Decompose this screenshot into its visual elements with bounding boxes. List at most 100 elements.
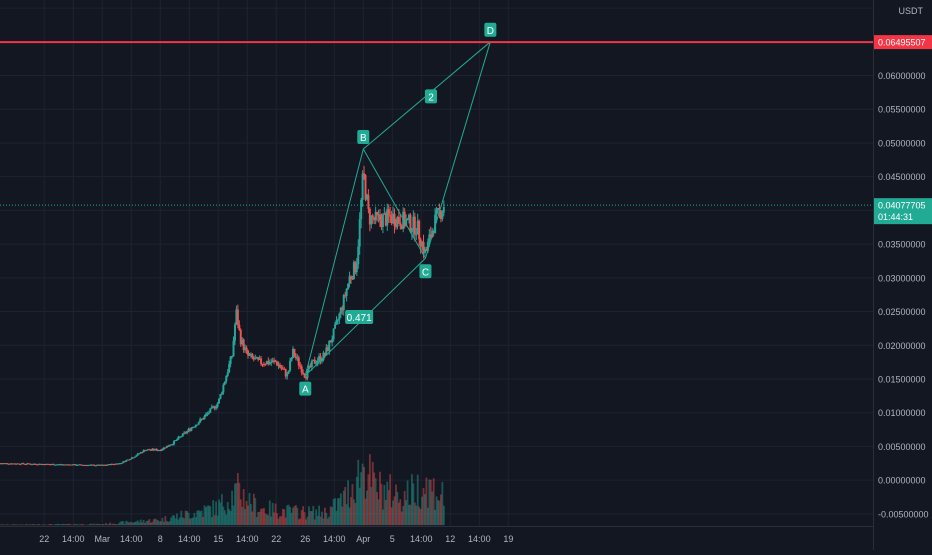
- price-axis[interactable]: USDT -0.00500000 0.00000000 0.00500000 0.010…: [873, 0, 932, 550]
- candle-body-275: [398, 217, 400, 222]
- candle-body-203: [293, 349, 295, 357]
- candle-body-199: [288, 371, 290, 374]
- current-price-label: 0.04077705: [878, 201, 926, 211]
- pattern-ratio-0-text: 0.471: [347, 313, 372, 324]
- countdown-label: 01:44:31: [878, 212, 913, 222]
- candle-body-134: [193, 427, 195, 428]
- candle-body-162: [234, 325, 236, 341]
- candle-body-246: [356, 264, 358, 272]
- price-candles: [0, 166, 445, 467]
- candle-body-96: [138, 453, 140, 454]
- candle-body-305: [441, 213, 443, 219]
- candle-body-154: [222, 385, 224, 393]
- time-tick-label-0: 22: [39, 534, 49, 544]
- time-tick-label-3: 14:00: [120, 534, 143, 544]
- time-tick-label-7: 14:00: [236, 534, 259, 544]
- candle-body-174: [251, 354, 253, 358]
- pattern-point-d-text: D: [487, 26, 494, 37]
- candle-body-262: [379, 214, 381, 220]
- candle-body-240: [347, 283, 349, 288]
- candle-body-237: [343, 295, 345, 310]
- price-tick-label-7: 0.03000000: [878, 273, 926, 283]
- pattern-point-a[interactable]: A: [299, 382, 311, 396]
- time-tick-label-11: Apr: [356, 534, 370, 544]
- currency-label: USDT: [899, 6, 924, 16]
- candle-body-149: [215, 407, 217, 409]
- time-tick-label-1: 14:00: [62, 534, 85, 544]
- candle-body-183: [264, 364, 266, 365]
- candle-body-283: [409, 215, 411, 232]
- pattern-point-b-text: B: [360, 133, 367, 144]
- candle-body-269: [389, 215, 391, 217]
- candle-body-301: [436, 210, 438, 215]
- candle-body-98: [141, 452, 143, 453]
- pattern-ratio-1-text: 2: [428, 92, 434, 103]
- pattern-point-c[interactable]: C: [419, 264, 431, 278]
- candle-body-239: [346, 289, 348, 296]
- candle-body-161: [233, 341, 235, 356]
- candle-body-190: [275, 361, 277, 362]
- candle-body-306: [443, 207, 445, 213]
- pattern-ratio-1[interactable]: 2: [425, 89, 437, 103]
- price-tick-label-3: 0.01000000: [878, 408, 926, 418]
- candle-body-136: [196, 425, 198, 426]
- candle-body-230: [333, 329, 335, 340]
- candle-body-151: [218, 399, 220, 404]
- price-tick-label-10: 0.04500000: [878, 172, 926, 182]
- candle-body-84: [121, 463, 123, 464]
- candle-body-90: [130, 459, 132, 460]
- volume-bar-306: [443, 506, 445, 525]
- pattern-point-d[interactable]: D: [484, 23, 496, 37]
- candle-body-229: [331, 339, 333, 342]
- candle-body-159: [230, 356, 232, 364]
- candle-body-289: [418, 221, 420, 240]
- price-tick-label-4: 0.01500000: [878, 374, 926, 384]
- pattern-leg-bc: [363, 149, 425, 258]
- candle-body-264: [382, 215, 384, 227]
- candle-body-254: [367, 195, 369, 209]
- candle-body-120: [173, 441, 175, 445]
- abcd-pattern[interactable]: A B C D 0.471 2: [299, 23, 496, 396]
- candle-body-286: [414, 217, 416, 235]
- candle-body-165: [238, 325, 240, 330]
- candle-body-200: [289, 361, 291, 371]
- candle-body-171: [247, 351, 249, 356]
- time-tick-label-14: 12: [445, 534, 455, 544]
- candle-body-287: [415, 234, 417, 235]
- candle-body-268: [388, 209, 390, 215]
- candle-body-153: [221, 392, 223, 394]
- price-tick-label-12: 0.05500000: [878, 105, 926, 115]
- time-tick-label-9: 26: [300, 534, 310, 544]
- price-tick-label-11: 0.05000000: [878, 138, 926, 148]
- time-tick-label-5: 14:00: [178, 534, 201, 544]
- pattern-point-b[interactable]: B: [357, 130, 369, 144]
- time-tick-label-4: 8: [158, 534, 163, 544]
- candle-body-249: [360, 200, 362, 219]
- candle-body-172: [248, 355, 250, 356]
- candle-body-234: [338, 314, 340, 320]
- candle-body-112: [161, 449, 163, 450]
- pattern-ratio-0[interactable]: 0.471: [345, 310, 373, 324]
- candle-body-251: [363, 173, 365, 175]
- candle-body-248: [359, 219, 361, 246]
- candle-body-141: [204, 416, 206, 419]
- candle-body-132: [190, 428, 192, 431]
- candle-body-158: [228, 364, 230, 372]
- price-tick-label-2: 0.00500000: [878, 442, 926, 452]
- candle-body-272: [394, 214, 396, 226]
- price-tick-label-0: -0.00500000: [878, 509, 929, 519]
- pattern-leg-cd: [425, 42, 490, 258]
- candle-body-176: [254, 358, 256, 359]
- candle-body-122: [176, 440, 178, 441]
- price-tick-label-1: 0.00000000: [878, 476, 926, 486]
- grid-lines: [0, 0, 873, 526]
- candle-body-145: [209, 408, 211, 412]
- candle-body-208: [301, 366, 303, 372]
- time-tick-label-8: 22: [271, 534, 281, 544]
- candle-body-94: [135, 455, 137, 456]
- candle-body-276: [399, 222, 401, 225]
- candle-body-126: [182, 433, 184, 436]
